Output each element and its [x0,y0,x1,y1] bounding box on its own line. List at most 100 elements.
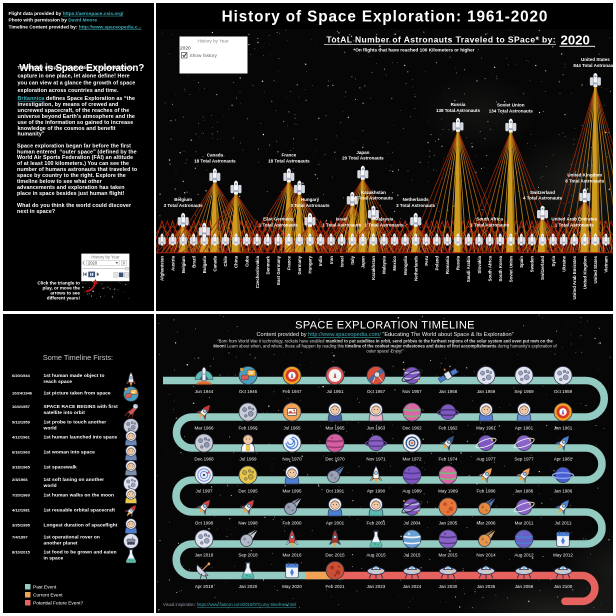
svg-text:Mongolia: Mongolia [403,255,408,274]
svg-text:Click the triangle to: Click the triangle to [37,281,80,286]
svg-text:Hungary: Hungary [308,255,313,273]
svg-text:World Air Sports Federation (F: World Air Sports Federation (FAI) an alt… [17,155,133,161]
svg-text:844 Total Astronauts: 844 Total Astronauts [573,63,613,68]
svg-text:Switzerland: Switzerland [530,190,555,195]
svg-text:Feb 1974: Feb 1974 [438,457,458,462]
svg-text:Apr 2019: Apr 2019 [195,584,214,589]
svg-text:Jul 1997: Jul 1997 [195,489,213,494]
svg-text:1st reusable orbital spacecraf: 1st reusable orbital spacecraft [44,508,116,514]
svg-text:India: India [318,255,323,266]
svg-text:Dec 1970: Dec 1970 [325,457,345,462]
svg-text:Apr 2001: Apr 2001 [326,521,345,526]
svg-text:Jan 2030: Jan 2030 [439,584,458,589]
svg-text:8/10/2015: 8/10/2015 [12,550,31,555]
svg-text:Jan 2035: Jan 2035 [477,584,496,589]
svg-text:Belgium: Belgium [174,197,192,202]
svg-text:United States: United States [581,57,610,62]
svg-text:play, or move the: play, or move the [43,285,81,290]
svg-text:Iran: Iran [329,256,334,264]
svg-text:Brazil: Brazil [191,256,196,268]
svg-text:Hungary: Hungary [301,197,320,202]
svg-text:18 Total Astronauts: 18 Total Astronauts [194,158,236,163]
svg-text:Sep 2018: Sep 2018 [238,553,258,558]
svg-text:number of humans astronauts th: number of humans astronauts that travele… [17,167,138,173]
svg-text:Jun 1963: Jun 1963 [367,426,386,431]
svg-text:History by Year: History by Year [91,254,120,259]
svg-text:United Arab Emirates: United Arab Emirates [551,217,597,222]
svg-text:Romania: Romania [445,255,450,274]
svg-text:Dec 1995: Dec 1995 [238,489,258,494]
svg-text:Slovakia: Slovakia [477,255,482,273]
svg-text:1st human launched into space: 1st human launched into space [44,435,118,441]
svg-text:Czechoslovakia: Czechoslovakia [255,255,260,288]
svg-text:Peru: Peru [424,256,429,266]
svg-text:Israel: Israel [336,217,348,222]
svg-text:Vietnam: Vietnam [604,256,609,273]
svg-text:1 Total Astronauts: 1 Total Astronauts [364,223,404,228]
svg-text:Syria: Syria [551,255,556,266]
svg-text:Kazakhstan: Kazakhstan [361,190,386,195]
svg-text:1st picture taken from space: 1st picture taken from space [44,391,111,397]
svg-text:Italy: Italy [350,255,355,264]
svg-text:Apr 1990: Apr 1990 [367,489,386,494]
svg-text:Chile: Chile [223,255,228,266]
svg-text:Oct 1957: Oct 1957 [367,389,386,394]
svg-text:Jul 1965: Jul 1965 [283,426,301,431]
svg-text:SPACE EXPLORATION TIMELINE: SPACE EXPLORATION TIMELINE [295,319,475,331]
svg-text:Jan 2020: Jan 2020 [239,584,258,589]
svg-text:Canada: Canada [207,153,224,158]
svg-text:arrows to see: arrows to see [50,290,80,295]
svg-text:Past Event: Past Event [33,585,57,591]
svg-text:1st woman into space: 1st woman into space [44,450,96,456]
svg-text:4/12/1961: 4/12/1961 [12,435,31,440]
svg-text:Nov 1957: Nov 1957 [402,389,422,394]
svg-text:4 Total Astronauts: 4 Total Astronauts [523,196,563,201]
svg-text:you can view at a glance the g: you can view at a glance the growth of s… [18,81,136,87]
svg-text:138 Total Astronauts: 138 Total Astronauts [436,108,481,113]
svg-text:SPACE RACE BEGINS with first: SPACE RACE BEGINS with first [44,404,119,410]
svg-text:Japan: Japan [356,150,369,155]
svg-text:Russia: Russia [456,255,461,270]
svg-text:space by country to the right.: space by country to the right. Explore t… [17,173,126,179]
svg-text:2020: 2020 [88,260,98,265]
svg-text:East Germany: East Germany [263,217,294,222]
svg-text:South Korea: South Korea [498,255,503,281]
svg-text:United States: United States [593,255,598,283]
svg-text:Ukraine: Ukraine [561,255,566,271]
svg-text:reach space: reach space [44,379,73,385]
svg-text:Current Event: Current Event [33,593,63,599]
svg-text:1st soft laning on another: 1st soft laning on another [44,477,105,483]
svg-text:Jul 1969: Jul 1969 [239,457,257,462]
svg-text:Jan 1986: Jan 1986 [515,489,534,494]
svg-text:18 Total Astronauts: 18 Total Astronauts [268,158,310,163]
svg-text:Aug 2015: Aug 2015 [366,553,386,558]
svg-text:knowledge of the cosmos and be: knowledge of the cosmos and benefit [18,126,116,132]
svg-text:universe beyond Earth’s atmosp: universe beyond Earth’s atmosphere and t… [18,114,136,120]
svg-text:9/13/1959: 9/13/1959 [12,420,31,425]
svg-text:South Africa: South Africa [476,217,503,222]
svg-text:Russia: Russia [451,102,466,107]
svg-text:Spain: Spain [519,256,524,268]
svg-text:May 2020: May 2020 [282,584,302,589]
svg-text:Oct 1946: Oct 1946 [239,389,258,394]
svg-text:6/20/1944: 6/20/1944 [12,373,31,378]
svg-text:Timeline Content provided by:: Timeline Content provided by: http://www… [9,24,142,30]
svg-text:Visual inspiration: https://ww: Visual inspiration: https://www.flaticon… [163,602,296,607]
svg-text:Soviet Union: Soviet Union [509,256,514,283]
svg-text:Content provided by http://www: Content provided by http://www.spaceoped… [257,332,514,338]
svg-text:humanity”: humanity” [18,132,45,138]
svg-text:1st probe to touch another: 1st probe to touch another [44,420,107,426]
svg-text:Jan 1961: Jan 1961 [554,426,573,431]
svg-text:What is Space Exploration?: What is Space Exploration? [19,63,144,74]
svg-text:May 2012: May 2012 [553,553,573,558]
svg-text:3 Total Astronauts: 3 Total Astronauts [164,203,204,208]
svg-text:Aug 2012: Aug 2012 [514,553,534,558]
svg-text:20 Total Astronauts: 20 Total Astronauts [342,156,384,161]
svg-text:2020: 2020 [561,33,590,48]
svg-text:Nov 2014: Nov 2014 [476,553,496,558]
svg-text:8 Total Astronauts: 8 Total Astronauts [565,178,605,183]
svg-text:Netherlands: Netherlands [413,255,418,280]
svg-text:Mar 1972: Mar 1972 [402,457,422,462]
svg-text:1 Total Astronauts: 1 Total Astronauts [470,223,510,228]
svg-text:Saudi Arabia: Saudi Arabia [466,255,471,282]
